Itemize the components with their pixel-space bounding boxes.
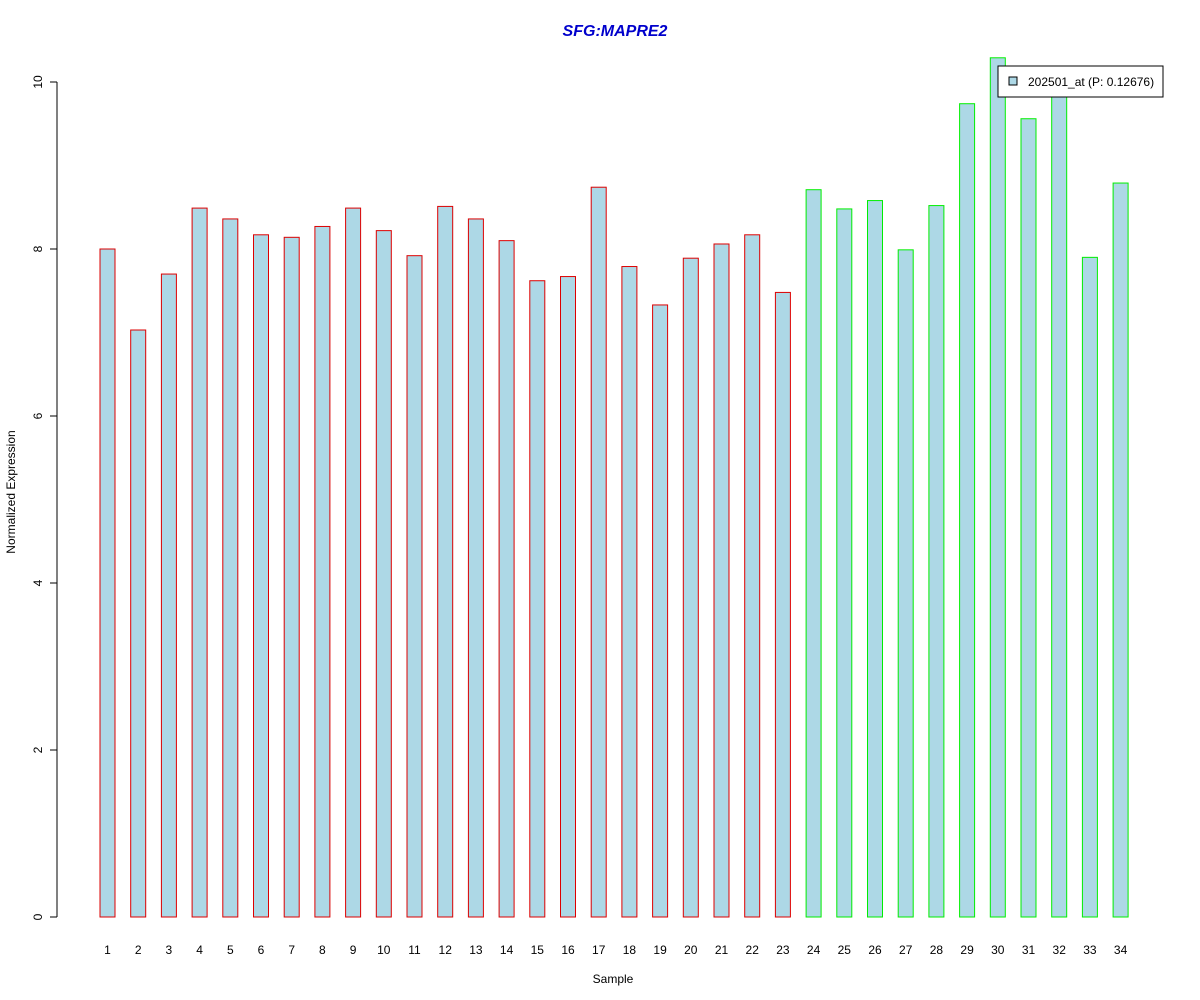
bar-sample-14 — [498, 240, 515, 918]
x-tick-label: 12 — [439, 943, 453, 957]
bar-sample-3 — [160, 273, 177, 918]
x-tick-label: 11 — [408, 943, 421, 957]
x-tick-label: 3 — [166, 943, 173, 957]
x-tick-label: 8 — [319, 943, 326, 957]
x-tick-label: 6 — [258, 943, 265, 957]
x-tick-label: 27 — [899, 943, 913, 957]
bar-sample-18 — [621, 266, 638, 918]
bars-group — [99, 57, 1129, 918]
x-tick-label: 4 — [196, 943, 203, 957]
y-tick-label: 10 — [31, 75, 45, 89]
x-tick-label: 22 — [746, 943, 760, 957]
x-tick-label: 15 — [531, 943, 545, 957]
y-tick-label: 8 — [31, 245, 45, 252]
y-tick-label: 4 — [31, 579, 45, 586]
x-tick-label: 14 — [500, 943, 514, 957]
y-tick-label: 6 — [31, 412, 45, 419]
x-tick-label: 25 — [838, 943, 852, 957]
y-tick-label: 2 — [31, 746, 45, 753]
bar-sample-21 — [713, 243, 730, 918]
x-tick-label: 30 — [991, 943, 1005, 957]
bar-sample-23 — [774, 291, 791, 918]
bar-sample-2 — [130, 329, 147, 918]
bar-sample-13 — [467, 218, 484, 918]
bar-sample-5 — [222, 218, 239, 918]
bar-sample-7 — [283, 236, 300, 918]
x-tick-label: 10 — [377, 943, 391, 957]
y-axis: 0 2 4 6 8 10 — [31, 75, 58, 920]
bar-sample-11 — [406, 255, 423, 918]
x-axis-label: Sample — [593, 972, 634, 986]
bar-sample-25 — [836, 208, 853, 918]
legend-box — [997, 65, 1164, 98]
x-tick-label: 13 — [469, 943, 483, 957]
x-tick-label: 23 — [776, 943, 790, 957]
bar-sample-8 — [314, 225, 331, 918]
x-tick-label: 21 — [715, 943, 729, 957]
x-tick-label: 5 — [227, 943, 234, 957]
bar-sample-31 — [1020, 118, 1037, 918]
bar-sample-16 — [560, 276, 576, 918]
bar-sample-26 — [867, 200, 883, 918]
bar-sample-4 — [191, 207, 208, 918]
x-tick-label: 7 — [288, 943, 295, 957]
bar-sample-22 — [744, 234, 761, 918]
legend: 202501_at (P: 0.12676) — [997, 65, 1164, 98]
x-tick-label: 16 — [561, 943, 575, 957]
x-tick-label: 17 — [592, 943, 606, 957]
bar-sample-30 — [989, 57, 1006, 918]
bar-sample-6 — [253, 234, 269, 918]
bar-sample-9 — [345, 207, 362, 918]
x-tick-label: 2 — [135, 943, 142, 957]
x-axis: 1 2 3 4 5 6 7 8 9 10 11 12 13 14 15 16 17 18 19 20 21 22 23 24 2… — [104, 943, 1127, 957]
bar-sample-33 — [1081, 256, 1098, 918]
x-tick-label: 18 — [623, 943, 637, 957]
legend-swatch — [1008, 76, 1018, 86]
x-tick-label: 20 — [684, 943, 698, 957]
bar-sample-32 — [1051, 93, 1068, 918]
bar-sample-1 — [99, 248, 116, 918]
y-axis-label: Normalized Expression — [4, 430, 18, 553]
x-tick-label: 33 — [1083, 943, 1097, 957]
x-tick-label: 32 — [1053, 943, 1067, 957]
bar-sample-10 — [375, 230, 392, 918]
bar-sample-27 — [897, 249, 914, 918]
x-tick-label: 28 — [930, 943, 944, 957]
x-tick-label: 19 — [653, 943, 667, 957]
bar-sample-17 — [590, 186, 607, 918]
bar-sample-24 — [805, 189, 822, 918]
bar-sample-19 — [652, 304, 669, 918]
x-tick-label: 26 — [868, 943, 882, 957]
bar-sample-29 — [959, 103, 976, 918]
x-tick-label: 1 — [104, 943, 111, 957]
bar-sample-20 — [682, 257, 699, 918]
bar-sample-28 — [928, 205, 945, 918]
bar-sample-34 — [1112, 182, 1129, 918]
y-tick-label: 0 — [31, 913, 45, 920]
chart-title: SFG:MAPRE2 — [563, 23, 668, 40]
x-tick-label: 29 — [960, 943, 974, 957]
x-tick-label: 34 — [1114, 943, 1128, 957]
x-tick-label: 31 — [1022, 943, 1036, 957]
bar-sample-15 — [529, 280, 546, 918]
bar-sample-12 — [437, 205, 454, 918]
legend-label: 202501_at (P: 0.12676) — [1028, 75, 1154, 89]
x-tick-label: 24 — [807, 943, 821, 957]
x-tick-label: 9 — [350, 943, 357, 957]
